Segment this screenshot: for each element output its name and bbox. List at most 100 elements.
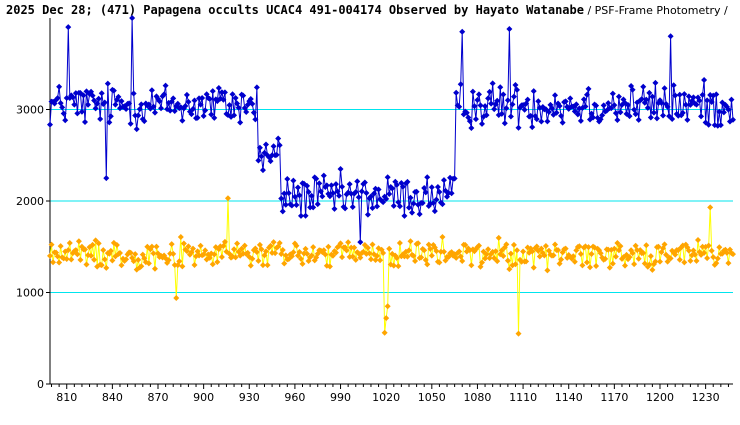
data-point	[118, 262, 125, 269]
data-point	[695, 237, 702, 244]
data-point	[106, 119, 113, 126]
data-point	[259, 167, 266, 174]
data-point	[168, 241, 175, 248]
data-point	[632, 111, 639, 118]
data-point	[453, 89, 460, 96]
data-point	[185, 243, 192, 250]
data-point	[667, 33, 674, 40]
data-point	[304, 250, 311, 257]
data-series	[47, 15, 736, 337]
data-point	[263, 141, 270, 148]
data-point	[243, 109, 250, 116]
data-point	[310, 244, 317, 251]
data-point	[667, 255, 674, 262]
data-point	[209, 88, 216, 95]
data-point	[75, 238, 82, 245]
data-point	[206, 95, 213, 102]
data-point	[580, 96, 587, 103]
data-point	[707, 204, 714, 211]
data-point	[399, 183, 406, 190]
data-point	[109, 257, 116, 264]
data-point	[614, 117, 621, 124]
data-point	[384, 174, 391, 181]
data-point	[409, 209, 416, 216]
data-point	[609, 90, 616, 97]
data-point	[183, 248, 190, 255]
data-point	[325, 243, 332, 250]
data-point	[85, 101, 92, 108]
data-point	[597, 250, 604, 257]
data-point	[413, 188, 420, 195]
x-tick-label: 1110	[509, 391, 537, 404]
data-point	[529, 124, 536, 131]
data-point	[512, 81, 519, 88]
data-point	[161, 91, 168, 98]
data-point	[708, 98, 715, 105]
data-point	[415, 240, 422, 247]
data-point	[690, 94, 697, 101]
data-point	[412, 257, 419, 264]
data-point	[699, 91, 706, 98]
data-point	[346, 181, 353, 188]
data-point	[693, 101, 700, 108]
x-tick-label: 870	[148, 391, 169, 404]
data-point	[141, 118, 148, 125]
data-point	[339, 183, 346, 190]
data-point	[652, 79, 659, 86]
data-point	[150, 250, 157, 257]
data-point	[302, 245, 309, 252]
data-point	[118, 98, 125, 105]
data-point	[322, 251, 329, 258]
data-point	[364, 211, 371, 218]
data-point	[466, 118, 473, 125]
data-point	[177, 233, 184, 240]
data-point	[475, 91, 482, 98]
data-point	[369, 241, 376, 248]
data-point	[342, 205, 349, 212]
data-point	[250, 109, 257, 116]
data-point	[523, 258, 530, 265]
data-point	[381, 329, 388, 336]
data-point	[380, 249, 387, 256]
data-point	[237, 119, 244, 126]
data-point	[713, 91, 720, 98]
data-point	[234, 240, 241, 247]
x-tick-label: 810	[56, 391, 77, 404]
data-point	[682, 101, 689, 108]
x-tick-label: 930	[239, 391, 260, 404]
data-point	[208, 111, 215, 118]
data-point	[240, 92, 247, 99]
data-point	[463, 109, 470, 116]
data-point	[491, 255, 498, 262]
data-point	[629, 250, 636, 257]
data-point	[626, 254, 633, 261]
data-point	[69, 94, 76, 101]
data-point	[416, 211, 423, 218]
data-point	[279, 247, 286, 254]
data-point	[701, 77, 708, 84]
data-point	[520, 248, 527, 255]
data-point	[485, 95, 492, 102]
data-point	[189, 245, 196, 252]
data-point	[462, 241, 469, 248]
data-point	[343, 247, 350, 254]
data-point	[313, 175, 320, 182]
data-point	[485, 246, 492, 253]
data-point	[428, 252, 435, 259]
data-point	[685, 247, 692, 254]
data-point	[513, 247, 520, 254]
data-point	[646, 261, 653, 268]
data-point	[615, 93, 622, 100]
data-point	[489, 80, 496, 87]
x-tick-label: 990	[330, 391, 351, 404]
data-point	[294, 184, 301, 191]
data-point	[59, 104, 66, 111]
data-point	[116, 250, 123, 257]
data-point	[507, 250, 514, 257]
data-point	[48, 241, 55, 248]
data-point	[214, 258, 221, 265]
data-point	[506, 25, 513, 32]
data-point	[579, 262, 586, 269]
data-point	[436, 188, 443, 195]
